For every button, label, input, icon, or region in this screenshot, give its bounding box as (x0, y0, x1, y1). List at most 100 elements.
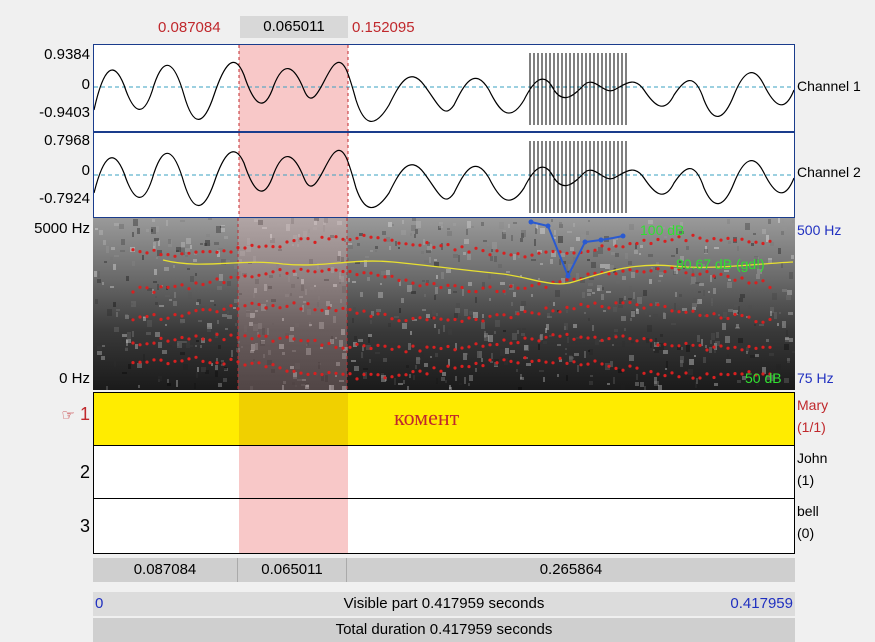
texture-cell (588, 318, 590, 321)
texture-cell (586, 231, 589, 235)
texture-cell (756, 274, 760, 279)
texture-cell (554, 230, 556, 235)
tier3-name[interactable]: bell (0) (797, 500, 819, 544)
texture-cell (785, 337, 789, 340)
tier2-name[interactable]: John (1) (797, 447, 827, 491)
texture-cell (613, 240, 616, 246)
texture-cell (728, 309, 733, 312)
tier1-name[interactable]: Mary (1/1) (797, 394, 828, 438)
texture-cell (381, 372, 384, 375)
tier2-name-text: John (797, 450, 828, 466)
texture-cell (543, 341, 547, 344)
formant-point (306, 269, 310, 273)
texture-cell (351, 360, 356, 362)
texture-cell (759, 324, 764, 326)
texture-cell (173, 265, 175, 268)
texture-cell (122, 372, 127, 374)
db-bottom-label: 50 dB (745, 370, 782, 386)
tier1-interval-text[interactable]: комент (394, 405, 460, 430)
texture-cell (522, 328, 526, 330)
spectrogram-panel[interactable] (93, 218, 795, 390)
formant-point (691, 273, 695, 277)
formant-point (257, 334, 261, 338)
texture-cell (673, 271, 676, 275)
texture-cell (137, 228, 140, 234)
formant-point (726, 236, 730, 240)
formant-point (761, 345, 765, 349)
formant-point (208, 338, 212, 342)
selection-duration[interactable]: 0.065011 (240, 16, 348, 38)
tier1-number[interactable]: ☞ 1 (4, 404, 90, 425)
formant-point (439, 244, 443, 248)
formant-point (719, 272, 723, 276)
formant-point (698, 313, 702, 317)
texture-cell (346, 258, 349, 261)
texture-cell (553, 302, 555, 306)
texture-cell (198, 320, 202, 322)
formant-point (460, 285, 464, 290)
texture-cell (762, 367, 766, 374)
texture-cell (241, 346, 243, 348)
visible-part-bar[interactable]: 0 Visible part 0.417959 seconds 0.417959 (93, 592, 795, 616)
texture-cell (473, 312, 478, 318)
texture-cell (709, 347, 712, 353)
formant-point (467, 365, 471, 369)
texture-cell (711, 298, 713, 303)
texture-cell (125, 314, 128, 317)
tier1-row[interactable]: комент (93, 392, 795, 446)
texture-cell (494, 256, 497, 262)
texture-cell (677, 345, 681, 350)
texture-cell (190, 276, 194, 282)
texture-cell (225, 260, 230, 262)
texture-cell (279, 344, 284, 349)
texture-cell (95, 228, 98, 230)
texture-cell (250, 386, 253, 390)
formant-point (145, 251, 149, 255)
formant-point (411, 316, 415, 321)
formant-point (677, 310, 681, 314)
texture-cell (441, 272, 444, 279)
total-duration-bar[interactable]: Total duration 0.417959 seconds (93, 618, 795, 642)
texture-cell (237, 341, 240, 343)
texture-cell (142, 255, 144, 260)
texture-cell (477, 351, 479, 358)
texture-cell (622, 341, 625, 347)
formant-point (467, 345, 471, 349)
tier2-number[interactable]: 2 (79, 462, 90, 482)
channel1-waveform[interactable] (93, 44, 795, 132)
segment-selected[interactable]: 0.065011 (238, 558, 347, 582)
formant-point (600, 362, 604, 366)
texture-cell (426, 280, 429, 283)
tier2-row[interactable] (93, 445, 795, 499)
texture-cell (622, 276, 626, 280)
segment-left[interactable]: 0.087084 (93, 558, 238, 582)
texture-cell (290, 327, 294, 331)
texture-cell (121, 239, 125, 245)
channel2-waveform[interactable] (93, 132, 795, 218)
tier3-number[interactable]: 3 (79, 516, 90, 536)
texture-cell (354, 366, 359, 371)
formant-point (173, 338, 177, 342)
texture-cell (535, 228, 537, 234)
segment-right[interactable]: 0.265864 (539, 561, 603, 578)
formant-point (362, 372, 366, 377)
formant-point (502, 338, 506, 342)
texture-cell (266, 300, 268, 302)
selection-start-time: 0.087084 (158, 19, 221, 36)
texture-cell (600, 264, 605, 268)
texture-cell (267, 328, 269, 335)
tier3-row[interactable] (93, 498, 795, 554)
texture-cell (569, 356, 573, 362)
tier1-name-text: Mary (797, 397, 829, 413)
texture-cell (394, 316, 399, 318)
tier3-name-text: bell (797, 503, 819, 519)
texture-cell (305, 385, 309, 389)
formant-point (439, 346, 443, 351)
texture-cell (381, 271, 386, 275)
tier3-count: (0) (797, 525, 815, 541)
formant-point (607, 306, 611, 310)
texture-cell (619, 298, 623, 304)
texture-cell (323, 222, 326, 225)
texture-cell (326, 301, 330, 306)
texture-cell (701, 339, 703, 346)
